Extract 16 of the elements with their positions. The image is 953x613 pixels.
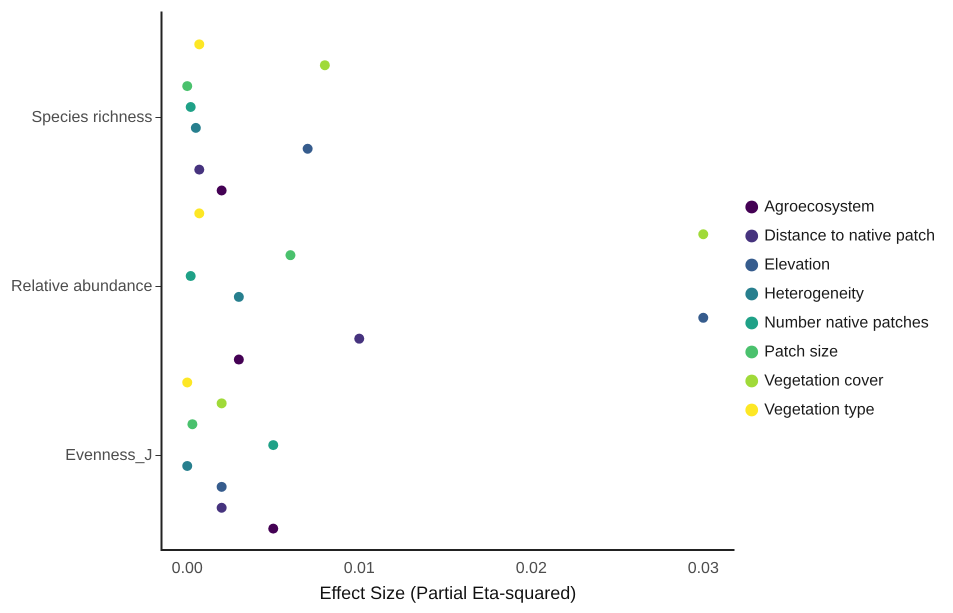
x-tick-label: 0.03 bbox=[688, 560, 719, 578]
legend-label: Patch size bbox=[764, 343, 838, 360]
x-axis-title: Effect Size (Partial Eta-squared) bbox=[319, 583, 576, 604]
legend-label: Heterogeneity bbox=[764, 285, 864, 302]
legend-label: Vegetation cover bbox=[764, 372, 884, 390]
legend-label: Vegetation type bbox=[764, 401, 875, 418]
legend-label: Distance to native patch bbox=[764, 227, 935, 244]
legend-label: Agroecosystem bbox=[764, 198, 874, 216]
x-tick-label: 0.01 bbox=[344, 560, 375, 578]
x-tick-label: 0.02 bbox=[516, 560, 547, 578]
y-tick-label: Relative abundance bbox=[11, 278, 153, 295]
legend-label: Elevation bbox=[764, 256, 830, 274]
legend-label: Number native patches bbox=[764, 314, 929, 332]
x-tick-label: 0.00 bbox=[172, 560, 203, 578]
y-tick-label: Species richness bbox=[31, 108, 152, 126]
y-tick-label: Evenness_J bbox=[65, 446, 152, 464]
